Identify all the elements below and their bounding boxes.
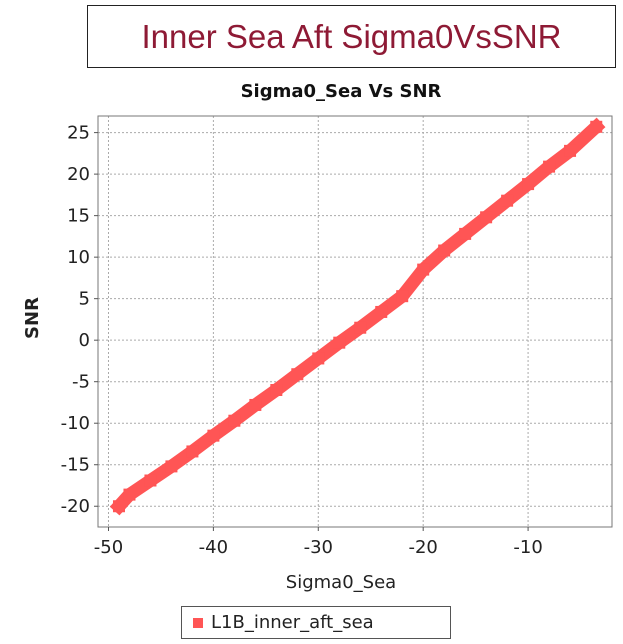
y-axis-ticks: 25 20 15 10 5 0 -5 -10 -15 -20: [61, 123, 98, 517]
data-point: [249, 398, 262, 411]
x-tick-label: -50: [94, 537, 123, 558]
legend-label: L1B_inner_aft_sea: [211, 612, 374, 633]
data-point: [165, 460, 178, 473]
data-point: [228, 414, 241, 427]
data-point: [501, 194, 514, 207]
x-tick-label: -10: [513, 537, 542, 558]
data-point: [564, 144, 577, 157]
data-point: [123, 488, 136, 501]
x-tick-label: -30: [304, 537, 333, 558]
x-axis-label: Sigma0_Sea: [286, 572, 396, 593]
data-point: [207, 429, 220, 442]
y-tick-label: 20: [67, 164, 90, 185]
chart-banner: Inner Sea Aft Sigma0VsSNR: [87, 5, 616, 68]
y-tick-label: 0: [79, 330, 90, 351]
data-point: [354, 321, 367, 334]
x-tick-label: -40: [199, 537, 228, 558]
data-point: [375, 305, 388, 318]
data-point: [522, 178, 535, 191]
y-tick-label: 25: [67, 123, 90, 144]
plot-area: [97, 115, 613, 528]
data-point: [543, 160, 556, 173]
data-point: [417, 263, 430, 276]
x-axis-ticks: -50 -40 -30 -20 -10: [94, 527, 543, 558]
y-tick-label: -15: [61, 455, 90, 476]
data-point: [459, 227, 472, 240]
data-point: [270, 384, 283, 396]
y-tick-label: -20: [61, 496, 90, 517]
data-point: [112, 500, 125, 513]
banner-title: Inner Sea Aft Sigma0VsSNR: [141, 17, 562, 55]
scatter-chart: Sigma0_Sea Vs SNR -50 -40 -30 -20 -10 252015…: [22, 81, 613, 593]
data-points: [109, 117, 606, 516]
data-point: [333, 336, 346, 349]
chart-legend: L1B_inner_aft_sea: [181, 606, 451, 639]
y-axis-label: SNR: [22, 297, 43, 339]
y-tick-label: 10: [67, 247, 90, 268]
x-tick-label: -20: [408, 537, 437, 558]
data-point: [291, 368, 304, 381]
data-point: [590, 120, 603, 133]
y-tick-label: -5: [72, 372, 90, 393]
data-point: [144, 474, 157, 487]
data-point: [186, 445, 199, 458]
data-point: [312, 352, 325, 365]
data-point: [396, 290, 409, 303]
data-point: [438, 244, 451, 257]
y-tick-label: -10: [61, 413, 90, 434]
legend-swatch: [193, 617, 203, 628]
data-point: [480, 211, 493, 224]
chart-title: Sigma0_Sea Vs SNR: [241, 81, 442, 102]
y-tick-label: 15: [67, 206, 90, 227]
y-tick-label: 5: [79, 289, 90, 310]
